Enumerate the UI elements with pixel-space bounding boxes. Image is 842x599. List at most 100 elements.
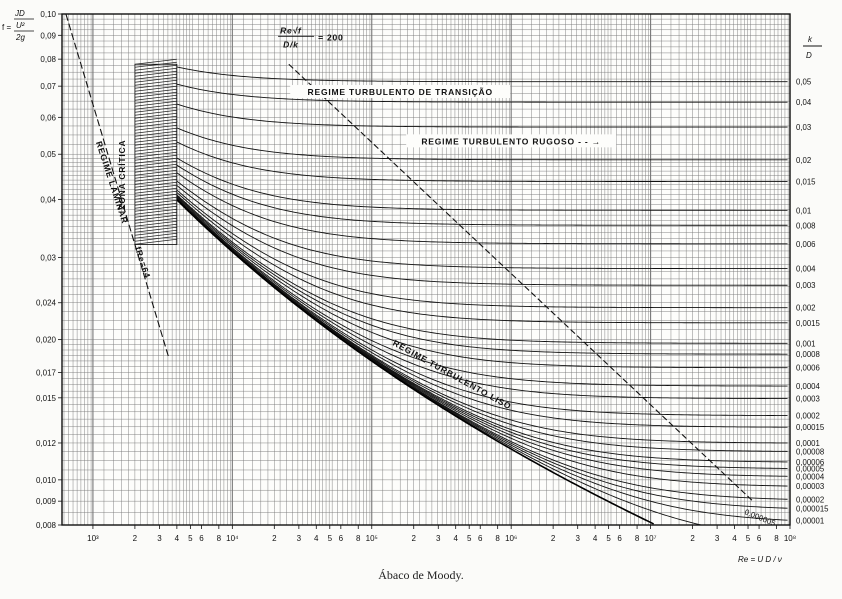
x-tick-label: 5 xyxy=(467,534,472,543)
hatch-line xyxy=(134,64,177,71)
hatch-line xyxy=(134,109,177,116)
label-rugoso: REGIME TURBULENTO RUGOSO - - → xyxy=(421,136,601,146)
grid xyxy=(62,13,791,526)
hatch-line xyxy=(134,160,177,167)
x-tick-label: 2 xyxy=(690,534,695,543)
hatch-line xyxy=(134,193,177,200)
x-tick-label: 10³ xyxy=(87,534,99,543)
x-tick-label: 3 xyxy=(715,534,720,543)
y-tick-label: 0,09 xyxy=(40,31,56,40)
roughness-label: 0,0008 xyxy=(796,350,820,359)
hatch-line xyxy=(134,97,177,104)
label-transicao: REGIME TURBULENTO DE TRANSIÇÃO xyxy=(308,87,493,97)
roughness-curve xyxy=(176,195,788,355)
critical-zone-box xyxy=(134,63,178,245)
roughness-label: 0,00006 xyxy=(796,458,824,467)
roughness-label: 0,01 xyxy=(796,206,811,215)
x-tick-label: 2 xyxy=(411,534,416,543)
roughness-label: 0,002 xyxy=(796,304,816,313)
hatch-line xyxy=(134,127,177,134)
hatch-line xyxy=(134,205,177,212)
roughness-curve xyxy=(176,197,788,400)
x-tick-label: 3 xyxy=(297,534,302,543)
x-tick-label: 2 xyxy=(272,534,277,543)
x-tick-label: 4 xyxy=(175,534,180,543)
hatch-line xyxy=(134,124,177,131)
hatch-line xyxy=(134,223,177,230)
x-tick-label: 5 xyxy=(328,534,333,543)
hatch-line xyxy=(134,229,177,236)
roughness-curve xyxy=(176,157,788,211)
hatch-line xyxy=(134,226,177,233)
y-tick-label: 0,04 xyxy=(40,195,56,204)
x-tick-label: 8 xyxy=(774,534,779,543)
x-tick-label: 8 xyxy=(356,534,361,543)
roughness-curve xyxy=(176,103,788,128)
y-axis-label-prefix: f = xyxy=(2,23,11,32)
hatch-line xyxy=(134,88,177,95)
x-tick-label: 6 xyxy=(199,534,204,543)
roughness-label: 0,008 xyxy=(796,221,816,230)
y-axis-label-den1: U² xyxy=(16,21,25,30)
hatch-line xyxy=(134,58,177,65)
hatch-line xyxy=(134,85,177,92)
x-tick-label: 6 xyxy=(757,534,762,543)
roughness-curve xyxy=(176,66,788,83)
roughness-label: 0,00003 xyxy=(796,482,824,491)
hatch-line xyxy=(134,139,177,146)
y-axis-label-den2: 2g xyxy=(15,33,25,42)
roughness-curve xyxy=(176,189,788,309)
x-tick-label: 4 xyxy=(453,534,458,543)
x-tick-label: 6 xyxy=(339,534,344,543)
roughness-label: 0,00001 xyxy=(796,516,824,525)
y-tick-label: 0,08 xyxy=(40,55,56,64)
roughness-label: 0,004 xyxy=(796,265,816,274)
plot-frame xyxy=(61,13,791,526)
x-tick-label: 5 xyxy=(188,534,193,543)
hatch-line xyxy=(134,148,177,155)
hatch-line xyxy=(134,76,177,83)
y-tick-label: 0,017 xyxy=(36,368,57,377)
hatch-line xyxy=(134,103,177,110)
x-tick-label: 4 xyxy=(732,534,737,543)
y-tick-label: 0,012 xyxy=(36,439,57,448)
x-tick-label: 4 xyxy=(314,534,319,543)
y-tick-label: 0,015 xyxy=(36,394,57,403)
hatch-line xyxy=(134,184,177,191)
y-tick-label: 0,024 xyxy=(36,299,57,308)
hatch-line xyxy=(134,235,177,242)
hatch-line xyxy=(134,94,177,101)
hatch-line xyxy=(134,61,177,68)
y-tick-label: 0,05 xyxy=(40,150,56,159)
hatch-line xyxy=(134,106,177,113)
hatch-line xyxy=(134,73,177,80)
boundary-label-den: D/k xyxy=(283,39,299,49)
boundary-label-val: = 200 xyxy=(318,32,344,42)
roughness-label: 0,006 xyxy=(796,240,816,249)
roughness-curve xyxy=(176,198,788,417)
x-tick-label: 10⁸ xyxy=(784,534,796,543)
y-tick-label: 0,020 xyxy=(36,336,57,345)
hatch-line xyxy=(134,136,177,143)
y-tick-label: 0,06 xyxy=(40,113,56,122)
roughness-curve xyxy=(176,197,788,387)
roughness-curve xyxy=(176,196,788,369)
x-tick-label: 10⁵ xyxy=(366,534,378,543)
roughness-label: 0,03 xyxy=(796,123,811,132)
hatch-line xyxy=(134,121,177,128)
x-tick-label: 4 xyxy=(593,534,598,543)
hatch-line xyxy=(134,196,177,203)
roughness-curve xyxy=(176,194,788,344)
label-bg xyxy=(406,134,617,148)
roughness-label: 0,001 xyxy=(796,339,816,348)
roughness-curve xyxy=(176,198,788,428)
roughness-curve xyxy=(176,192,788,324)
hatch-line xyxy=(134,151,177,158)
roughness-label: 0,003 xyxy=(796,281,816,290)
critical-zone xyxy=(134,58,178,245)
x-tick-label: 5 xyxy=(746,534,751,543)
hatch-line xyxy=(134,166,177,173)
label-bg xyxy=(290,85,511,99)
roughness-label: 0,00002 xyxy=(796,495,824,504)
x-tick-label: 8 xyxy=(495,534,500,543)
